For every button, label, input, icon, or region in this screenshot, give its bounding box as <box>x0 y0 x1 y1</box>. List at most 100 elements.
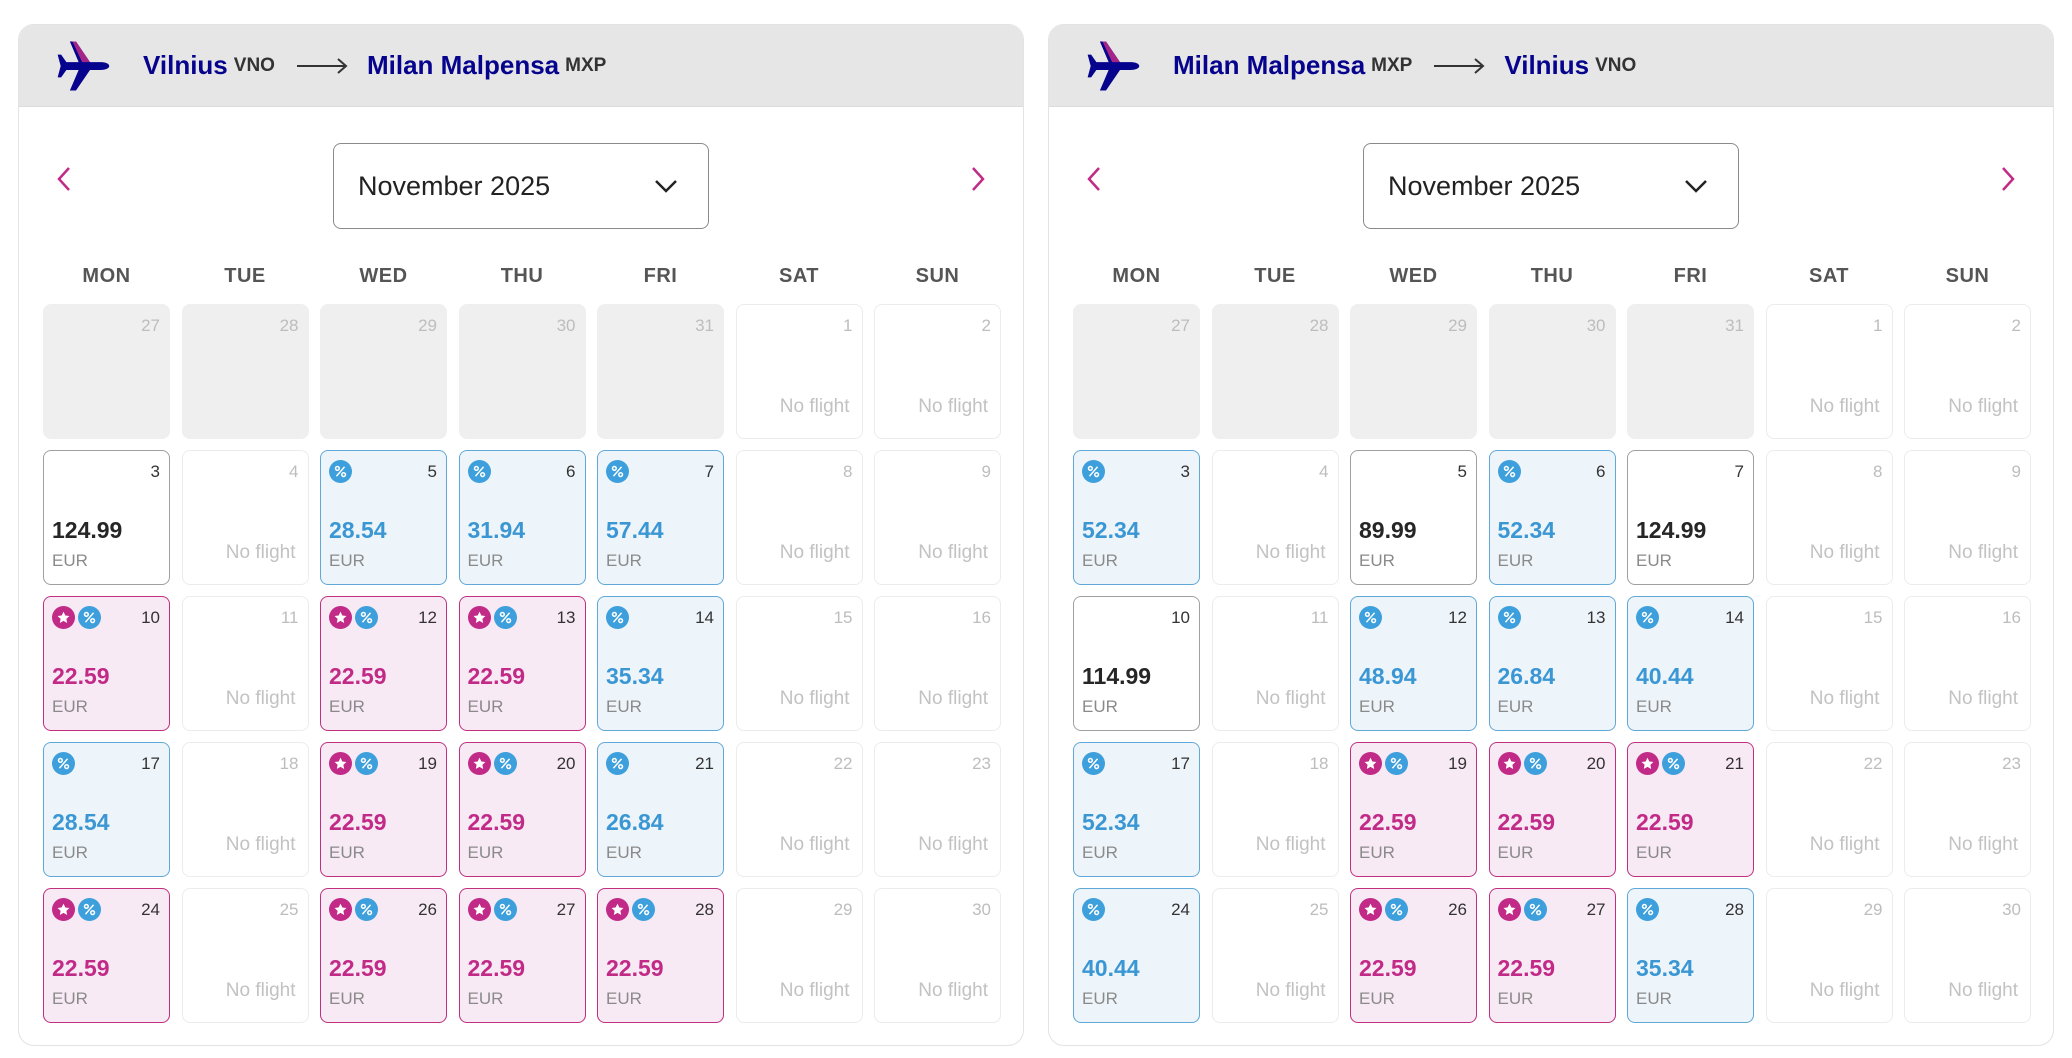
day-cell[interactable]: 12 48.94 EUR <box>1350 596 1477 731</box>
month-navigation: November 2025 <box>1049 107 2053 247</box>
fare-badges <box>1497 460 1521 483</box>
day-cell[interactable]: 20 22.59 EUR <box>458 742 586 877</box>
fare-currency: EUR <box>1636 989 1672 1008</box>
star-badge-icon <box>52 898 75 921</box>
fare-price: 124.99 <box>1636 517 1707 543</box>
weekday-thu: THU <box>1530 265 1574 287</box>
day-cell[interactable]: 13 22.59 EUR <box>458 596 586 731</box>
day-cell[interactable]: 24 40.44 EUR <box>1073 888 1200 1023</box>
fare-price: 31.94 <box>467 517 526 543</box>
day-cell: 9 No flight <box>1904 450 2031 585</box>
percent-badge-icon <box>493 752 517 775</box>
day-cell[interactable]: 5 89.99 EUR <box>1350 450 1477 585</box>
fare-badges <box>1636 606 1659 629</box>
fare-badges <box>606 606 629 629</box>
day-cell[interactable]: 10 22.59 EUR <box>43 596 170 731</box>
previous-month-button[interactable] <box>1079 161 1109 197</box>
day-cell[interactable]: 19 22.59 EUR <box>1350 742 1477 877</box>
chevron-right-icon <box>972 167 985 191</box>
star-badge-icon <box>329 752 352 775</box>
day-cell[interactable]: 19 22.59 EUR <box>320 742 447 877</box>
day-cell[interactable]: 6 52.34 EUR <box>1488 450 1616 585</box>
fare-price: 22.59 <box>52 955 110 981</box>
chevron-left-icon <box>1087 167 1100 191</box>
day-cell[interactable]: 27 22.59 EUR <box>458 888 586 1023</box>
fare-currency: EUR <box>606 551 642 570</box>
day-cell[interactable]: 27 22.59 EUR <box>1488 888 1616 1023</box>
fare-price: 22.59 <box>1636 809 1694 835</box>
no-flight-label: No flight <box>918 980 988 1001</box>
day-cell: 9 No flight <box>874 450 1001 585</box>
day-cell[interactable]: 21 22.59 EUR <box>1627 742 1754 877</box>
day-cell[interactable]: 26 22.59 EUR <box>320 888 447 1023</box>
fare-currency: EUR <box>467 551 504 570</box>
day-number: 19 <box>1448 754 1467 773</box>
route-header: Milan Malpensa MXP Vilnius VNO <box>1049 25 2053 107</box>
percent-badge-icon <box>78 606 101 629</box>
fare-currency: EUR <box>1082 697 1118 716</box>
next-month-button[interactable] <box>963 161 993 197</box>
origin-city: Vilnius <box>143 50 228 80</box>
month-select[interactable]: November 2025 <box>1363 143 1739 229</box>
day-cell[interactable]: 7 57.44 EUR <box>597 450 724 585</box>
fare-currency: EUR <box>1359 989 1395 1008</box>
day-number: 20 <box>1586 754 1606 773</box>
day-cell[interactable]: 26 22.59 EUR <box>1350 888 1477 1023</box>
day-cell[interactable]: 3 124.99 EUR <box>43 450 170 585</box>
next-month-button[interactable] <box>1993 161 2023 197</box>
fare-currency: EUR <box>329 989 365 1008</box>
day-cell[interactable]: 17 28.54 EUR <box>43 742 170 877</box>
percent-badge-icon <box>355 898 378 921</box>
previous-month-button[interactable] <box>49 161 79 197</box>
fare-price: 35.34 <box>606 663 664 689</box>
fare-price: 22.59 <box>467 663 526 689</box>
day-number: 31 <box>695 316 714 335</box>
day-cell[interactable]: 28 35.34 EUR <box>1627 888 1754 1023</box>
day-number: 2 <box>981 316 991 335</box>
day-number: 19 <box>418 754 437 773</box>
calendar-grid: 27 28 29 30 31 1 No flight 2 No flight 3 124.99 EUR… <box>43 304 1001 1023</box>
day-cell: 31 <box>1627 304 1754 439</box>
destination-city: Milan Malpensa <box>366 50 560 80</box>
percent-badge-icon <box>1385 898 1408 921</box>
month-select[interactable]: November 2025 <box>333 143 709 229</box>
fare-price: 22.59 <box>329 663 387 689</box>
fare-currency: EUR <box>467 697 504 716</box>
day-cell[interactable]: 7 124.99 EUR <box>1627 450 1754 585</box>
star-badge-icon <box>1359 898 1382 921</box>
percent-badge-icon <box>467 460 491 483</box>
day-cell[interactable]: 14 35.34 EUR <box>597 596 724 731</box>
day-cell[interactable]: 10 114.99 EUR <box>1073 596 1200 731</box>
fare-price: 52.34 <box>1497 517 1556 543</box>
fare-badges <box>1359 752 1408 775</box>
day-cell[interactable]: 20 22.59 EUR <box>1488 742 1616 877</box>
day-number: 10 <box>1171 608 1190 627</box>
percent-badge-icon <box>1082 752 1105 775</box>
fare-badges <box>467 606 517 629</box>
day-cell[interactable]: 12 22.59 EUR <box>320 596 447 731</box>
day-cell[interactable]: 28 22.59 EUR <box>597 888 724 1023</box>
day-cell[interactable]: 17 52.34 EUR <box>1073 742 1200 877</box>
day-cell[interactable]: 5 28.54 EUR <box>320 450 447 585</box>
day-cell[interactable]: 24 22.59 EUR <box>43 888 170 1023</box>
no-flight-label: No flight <box>225 980 296 1001</box>
day-number: 30 <box>556 316 576 335</box>
no-flight-label: No flight <box>1809 396 1880 417</box>
chevron-left-icon <box>57 167 70 191</box>
day-number: 17 <box>141 754 160 773</box>
day-cell: 29 No flight <box>1765 888 1893 1023</box>
day-cell[interactable]: 21 26.84 EUR <box>597 742 724 877</box>
day-cell[interactable]: 6 31.94 EUR <box>458 450 586 585</box>
day-cell[interactable]: 3 52.34 EUR <box>1073 450 1200 585</box>
day-cell[interactable]: 13 26.84 EUR <box>1488 596 1616 731</box>
day-number: 3 <box>150 462 160 481</box>
star-badge-icon <box>1359 752 1382 775</box>
percent-badge-icon <box>78 898 101 921</box>
fare-badges <box>1082 752 1105 775</box>
fare-price: 22.59 <box>467 955 526 981</box>
fare-currency: EUR <box>467 843 504 862</box>
day-number: 28 <box>1725 900 1744 919</box>
fare-price: 48.94 <box>1359 663 1417 689</box>
day-cell[interactable]: 14 40.44 EUR <box>1627 596 1754 731</box>
percent-badge-icon <box>1497 460 1521 483</box>
